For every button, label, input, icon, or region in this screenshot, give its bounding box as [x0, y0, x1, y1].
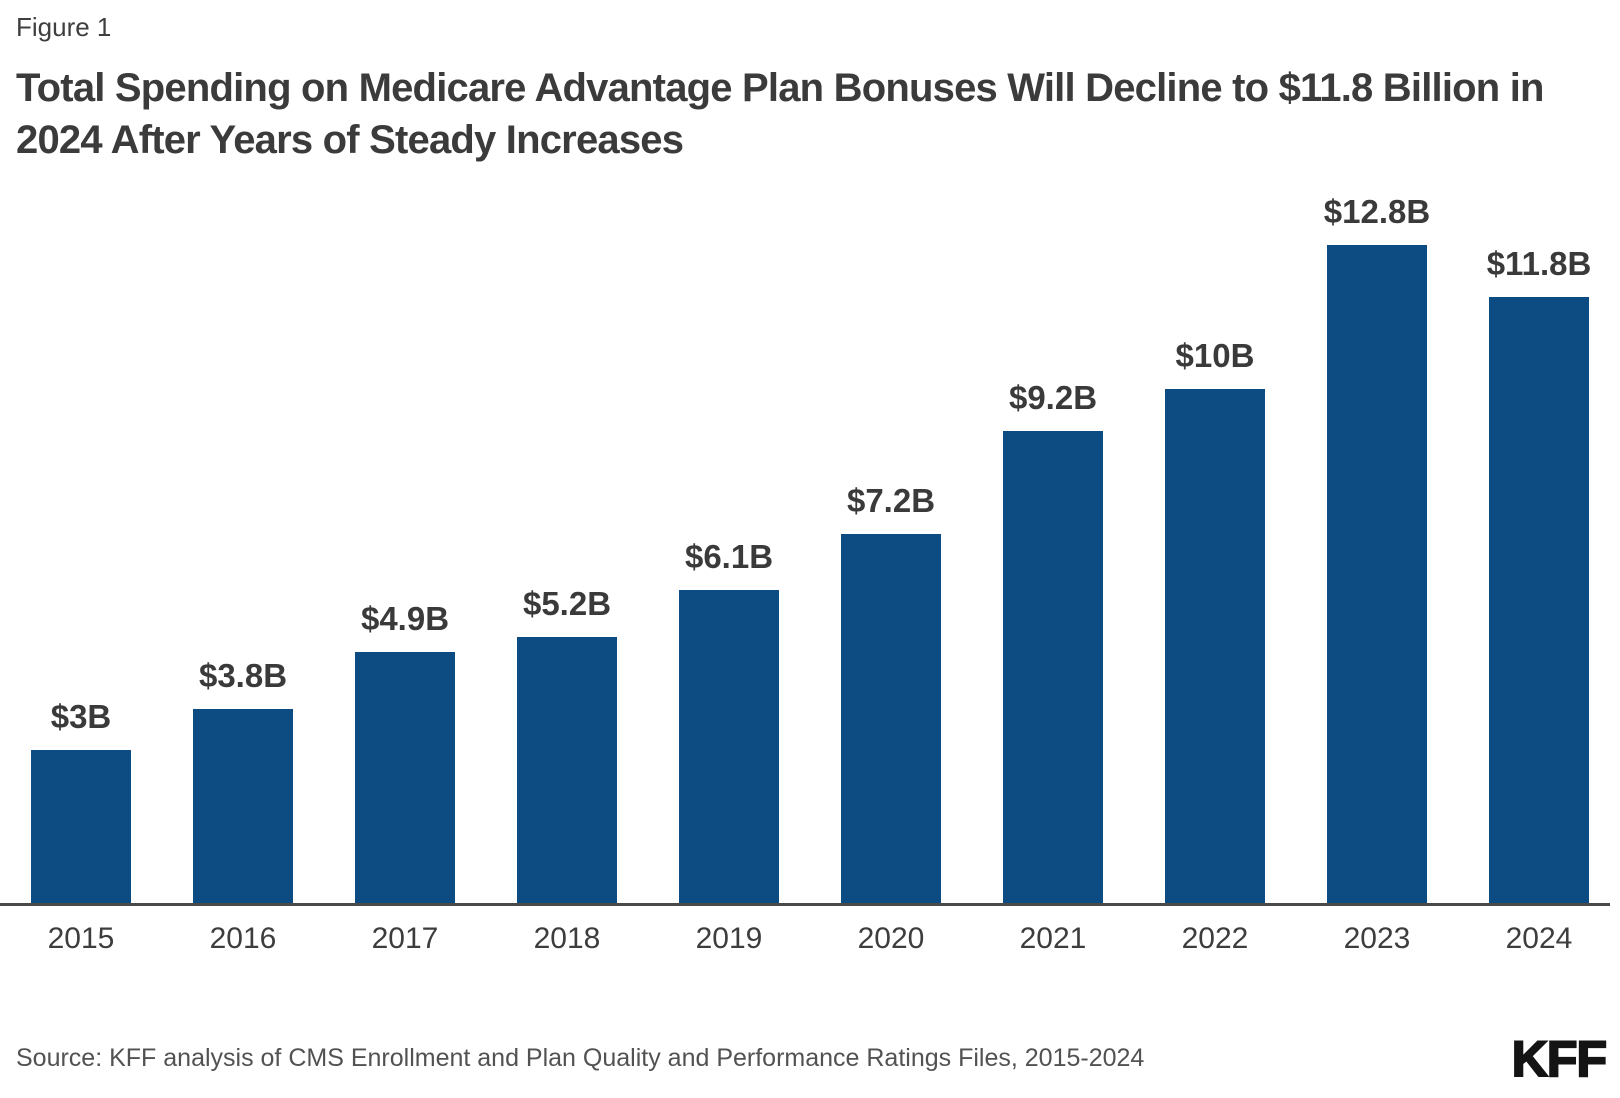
x-axis-line — [0, 903, 1610, 906]
x-axis-tick-label-2017: 2017 — [371, 922, 439, 955]
bar-value-label-2022: $10B — [1175, 337, 1255, 374]
kff-logo: KFF — [1511, 1031, 1608, 1087]
bar-value-label-2015: $3B — [50, 698, 112, 735]
bar-value-label-2021: $9.2B — [1008, 379, 1098, 416]
x-axis-tick-label-2021: 2021 — [1019, 922, 1087, 955]
bar-value-label-2024: $11.8B — [1486, 245, 1592, 282]
x-axis-tick-label-2015: 2015 — [47, 922, 115, 955]
bar-value-label-2019: $6.1B — [684, 538, 774, 575]
bar-2015 — [31, 750, 131, 905]
bar-2022 — [1165, 389, 1265, 905]
x-axis-labels: 2015 2016 2017 2018 2019 2020 2021 2022 2023 2024 — [0, 922, 1620, 966]
x-axis-tick-label-2016: 2016 — [209, 922, 277, 955]
bar-chart-plot-area: $3B $3.8B $4.9B $5.2B $6.1B $7.2B $9.2B $10B $12… — [0, 180, 1620, 905]
x-axis-tick-label-2019: 2019 — [695, 922, 763, 955]
bar-2021 — [1003, 431, 1103, 905]
bar-2018 — [517, 637, 617, 905]
bar-value-label-2017: $4.9B — [360, 600, 450, 637]
bar-2024 — [1489, 297, 1589, 905]
x-axis-tick-label-2020: 2020 — [857, 922, 925, 955]
bar-2023 — [1327, 245, 1427, 905]
figure-label: Figure 1 — [16, 12, 112, 42]
bar-value-label-2016: $3.8B — [198, 657, 288, 694]
x-axis-tick-label-2022: 2022 — [1181, 922, 1249, 955]
bar-2020 — [841, 534, 941, 905]
bar-2017 — [355, 652, 455, 905]
bar-2016 — [193, 709, 293, 905]
x-axis-tick-label-2023: 2023 — [1343, 922, 1411, 955]
chart-title: Total Spending on Medicare Advantage Pla… — [16, 66, 1544, 162]
bar-value-label-2018: $5.2B — [522, 585, 612, 622]
x-axis-tick-label-2018: 2018 — [533, 922, 601, 955]
x-axis-tick-label-2024: 2024 — [1505, 922, 1573, 955]
bar-value-label-2020: $7.2B — [846, 482, 936, 519]
bar-value-label-2023: $12.8B — [1323, 193, 1431, 230]
bar-2019 — [679, 590, 779, 905]
source-note: Source: KFF analysis of CMS Enrollment a… — [16, 1044, 1145, 1072]
